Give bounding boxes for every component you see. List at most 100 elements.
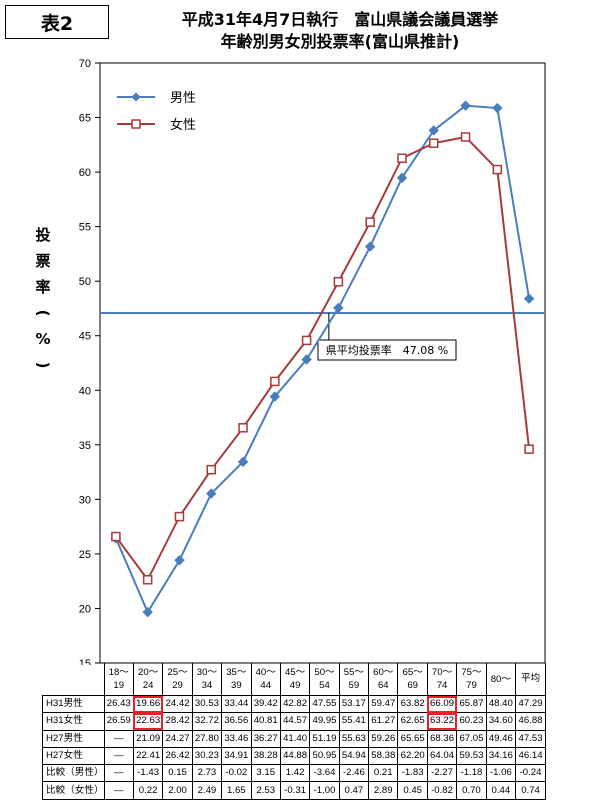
y-tick-label: 45 [79,331,91,343]
y-tick-label: 25 [79,549,91,561]
female-point [238,423,248,433]
category-header: 75～ 79 [456,663,487,696]
table-cell: 46.14 [515,746,547,766]
female-point [142,575,153,585]
legend [113,80,241,140]
category-label: 30～ 34 [196,667,218,691]
table-cell: 40.81 [250,712,281,731]
table-cell: 44.57 [279,712,311,731]
category-header: 70～ 74 [426,663,458,696]
table-cell: 21.09 [132,729,164,748]
table-header-row: 18～ 19 20～ 24 25～ 29 30～ 34 35～ 39 40～ 44 45～ 49 50～ 54… [42,663,547,696]
table-cell: 63.22 [426,712,458,731]
table-cell: -2.27 [426,764,458,783]
table-cell: 46.88 [515,712,547,731]
male-point [364,241,376,252]
y-tick-label: 60 [79,167,91,179]
table-cell: 47.55 [309,694,340,714]
y-tick-label: 20 [79,603,91,615]
table-cell: -0.24 [515,764,547,783]
table-cell: 3.15 [250,764,281,783]
category-header: 20～ 24 [132,663,164,696]
female-point [397,153,407,163]
male-point [301,354,312,365]
table-cell: 2.89 [368,781,399,800]
male-point [428,125,439,136]
category-label: 70～ 74 [431,667,453,691]
table-cell: 64.04 [426,746,458,766]
table-cell: 47.53 [515,729,547,748]
category-label: 80～ [490,673,511,685]
table-cell: 0.44 [485,781,517,800]
category-label: 60～ 64 [373,667,394,691]
table-corner [42,663,105,696]
row-label: H31男性 [42,694,105,714]
table-cell: 62.65 [397,712,428,731]
table-cell: 33.46 [221,729,252,748]
table-cell: ― [103,729,134,748]
female-point [333,276,344,287]
y-axis-label-char: 票 [35,252,51,270]
category-label: 50～ 54 [314,667,335,691]
y-tick-label: 15 [79,658,91,665]
table-cell: 22.41 [132,746,164,766]
table-row: H31男性 26.43 19.66 24.42 30.53 33.44 39.42 42.82… [42,694,547,714]
table-cell: -1.43 [132,764,164,783]
male-point [523,293,535,304]
category-header: 60～ 64 [368,663,399,696]
table-cell: -2.46 [338,764,370,783]
category-header: 40～ 44 [250,663,281,696]
chart-subtitle: 年齢別男女別投票率(富山県推計) [220,32,460,51]
table-row: 比較（女性） ― 0.22 2.00 2.49 1.65 2.53 -0.31 -1.00 0.4… [42,781,547,800]
y-axis-label: 投 票 率 ( % ) [30,222,56,378]
table-cell: -1.00 [309,781,340,800]
table-cell: ― [103,764,134,783]
table-cell: 63.82 [397,694,428,714]
male-point [396,172,408,184]
table-cell: -3.64 [309,764,340,783]
male-point [142,606,153,618]
legend-marker [131,92,141,102]
female-point [174,511,185,522]
table-cell: 2.49 [191,781,223,800]
table-cell: 2.00 [162,781,193,800]
table-cell: 53.17 [338,694,370,714]
table-cell: -0.82 [426,781,458,800]
female-point [206,464,216,475]
table-cell: 32.72 [191,712,223,731]
female-point [111,531,121,542]
table-cell: -1.83 [397,764,428,783]
table-cell: -1.06 [485,764,517,783]
y-tick-label: 40 [79,385,91,397]
row-label: H27男性 [42,729,105,748]
table-cell: 24.27 [162,729,193,748]
table-cell: 26.42 [162,746,193,766]
table-cell: 42.82 [279,694,311,714]
table-cell: 44.88 [279,746,311,766]
table-row: H27女性 ― 22.41 26.42 30.23 34.91 38.28 44.88 50.9… [42,746,547,766]
table-cell: 62.20 [397,746,428,766]
category-label: 25～ 29 [167,667,188,691]
female-point [460,132,471,142]
table-cell: 34.60 [485,712,517,731]
table-cell: 47.29 [515,694,547,714]
female-point [365,217,375,227]
table-cell: 59.26 [368,729,399,748]
table-cell: 36.56 [221,712,252,731]
category-label: 55～ 59 [343,667,365,691]
female-point [270,376,280,387]
table-cell: 0.74 [515,781,547,800]
legend-label: 女性 [170,117,196,133]
table-cell: 55.41 [338,712,370,731]
table-cell: 59.47 [368,694,399,714]
category-header: 65～ 69 [397,663,428,696]
male-point [269,391,281,402]
table-cell: 48.40 [485,694,517,714]
figure-label: 表2 [5,5,109,39]
female-point [524,444,534,454]
table-cell: 55.63 [338,729,370,748]
table-cell: 36.27 [250,729,281,748]
table-cell: 33.44 [221,694,252,714]
category-label: 45～ 49 [284,667,306,691]
plot-area [99,62,546,664]
